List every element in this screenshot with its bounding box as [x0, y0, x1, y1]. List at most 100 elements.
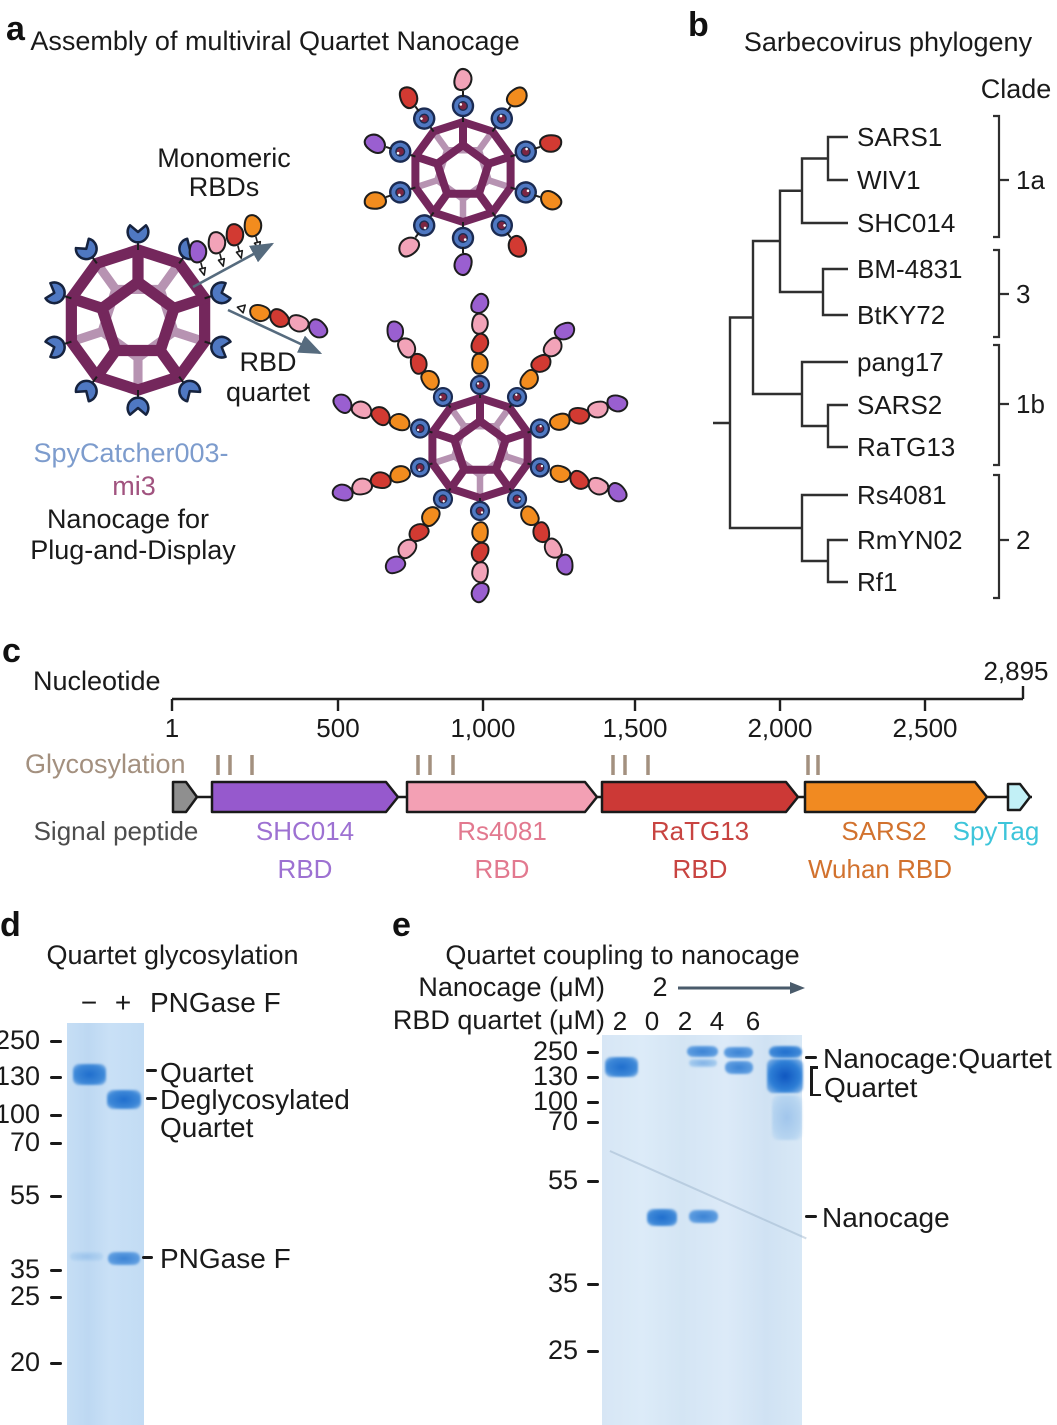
panel-b-phylogeny-tree: Sarbecovirus phylogeny Clade SARS1 WIV1 …: [713, 27, 1052, 600]
gel-e-marker-55: 55: [547, 1165, 578, 1195]
quartet-bracket: [810, 1066, 813, 1096]
clade-header: Clade: [981, 74, 1052, 104]
gel-e-marker-130: 130: [532, 1061, 578, 1091]
gel-e-marker-tick: [587, 1101, 599, 1104]
concentration-gradient-arrow: [678, 982, 805, 994]
lane-value-1: 2: [612, 1006, 628, 1036]
rs4081-label-line2: RBD: [475, 854, 530, 884]
lane3-nanocage-band: [689, 1210, 718, 1223]
spycatcher003-label: SpyCatcher003-: [33, 438, 228, 468]
quartet-bracket-bottom-arm: [810, 1093, 821, 1096]
gel-e-marker-tick: [587, 1076, 599, 1079]
gel-d-marker-tick: [50, 1142, 62, 1145]
gel-e-marker-tick: [587, 1121, 599, 1124]
monomeric-rbds-label-line2: RBDs: [189, 172, 260, 202]
leaf-wiv1: WIV1: [857, 165, 921, 195]
gel-d-marker-25: 25: [9, 1281, 40, 1311]
plug-and-display-label: Plug-and-Display: [30, 535, 236, 565]
leaf-rmyn02: RmYN02: [857, 525, 962, 555]
coupling-gel: [602, 1035, 802, 1425]
nanocage-band-label: Nanocage: [822, 1202, 950, 1233]
leaf-rs4081: Rs4081: [857, 480, 947, 510]
faint-band: [70, 1252, 103, 1261]
spytag-arrow: [1006, 782, 1032, 812]
gel-d-marker-35: 35: [9, 1254, 40, 1284]
quartet-band-tick: [146, 1069, 157, 1072]
tree-branches: [713, 135, 848, 584]
quartet-decorated-nanocage: [328, 292, 632, 604]
lane5-quartet-band: [767, 1059, 803, 1093]
axis-tick-2000: 2,000: [747, 713, 812, 743]
quartet-reaction-arrow: [227, 308, 323, 355]
gel-e-marker-70: 70: [547, 1106, 578, 1136]
leaf-btky72: BtKY72: [857, 300, 945, 330]
nanocage-quartet-band-tick: [805, 1056, 817, 1059]
gel-d-marker-tick: [50, 1076, 62, 1079]
lane3-nanocage-quartet-band: [687, 1046, 718, 1057]
pngase-band-label: PNGase F: [160, 1243, 291, 1274]
gel-e-marker-100: 100: [532, 1086, 578, 1116]
shc014-rbd-arrow: [210, 780, 400, 814]
lane1-quartet-band: [605, 1057, 638, 1077]
leaf-bm4831: BM-4831: [857, 254, 963, 284]
clade-1b-label: 1b: [1016, 389, 1045, 419]
gel-d-marker-250: 250: [0, 1025, 40, 1055]
quartet-band-label: Quartet: [160, 1057, 254, 1088]
gel-d-marker-tick: [50, 1362, 62, 1365]
lane-value-4: 4: [709, 1006, 725, 1036]
lane5-nanocage-quartet-band: [769, 1046, 802, 1058]
ratg13-label-line2: RBD: [673, 854, 728, 884]
panel-b-letter: b: [688, 6, 709, 44]
gel-d-marker-tick: [50, 1114, 62, 1117]
axis-tick-1500: 1,500: [602, 713, 667, 743]
rs4081-rbd-arrow: [405, 780, 599, 814]
pngase-minus-header: −: [80, 987, 98, 1018]
spytag-label: SpyTag: [953, 816, 1040, 846]
gel-e-marker-25: 25: [547, 1335, 578, 1365]
nanocage-concentration-value: 2: [652, 972, 668, 1002]
pngase-band-tick: [142, 1256, 153, 1259]
leaf-sars2: SARS2: [857, 390, 942, 420]
panel-a-title: Assembly of multiviral Quartet Nanocage: [30, 26, 519, 56]
shc014-label-line1: SHC014: [256, 816, 354, 846]
leaf-rf1: Rf1: [857, 567, 897, 597]
deglycosylated-band-tick: [146, 1097, 157, 1100]
lane-value-2: 0: [644, 1006, 660, 1036]
panel-b-title: Sarbecovirus phylogeny: [744, 27, 1033, 57]
gel-d-marker-70: 70: [9, 1127, 40, 1157]
gel-e-marker-35: 35: [547, 1268, 578, 1298]
sars2-rbd-arrow: [803, 780, 989, 814]
gel-e-marker-250: 250: [532, 1036, 578, 1066]
free-rbd-quartet: [236, 297, 332, 342]
nucleotide-axis: [170, 686, 1025, 711]
panel-a-assembly-diagram: Assembly of multiviral Quartet Nanocage: [30, 26, 660, 632]
monomer-decorated-nanocage: [362, 69, 564, 275]
panel-c-gene-map: Nucleotide 2,895 1 500 1,000 1,500 2,000…: [25, 656, 1049, 884]
leaf-pang17: pang17: [857, 347, 944, 377]
rbd-quartet-label-line1: RBD: [239, 347, 296, 377]
sars2-label-line1: SARS2: [841, 816, 926, 846]
gel-d-marker-55: 55: [9, 1180, 40, 1210]
signal-peptide-arrow: [171, 780, 199, 814]
gel-e-marker-tick: [587, 1350, 599, 1353]
deglycosylated-quartet-band: [107, 1090, 141, 1109]
sars2-label-line2: Wuhan RBD: [808, 854, 952, 884]
quartet-band: [73, 1064, 106, 1085]
gel-e-marker-tick: [587, 1180, 599, 1183]
pngase-enzyme-header: PNGase F: [150, 987, 281, 1018]
gel-d-marker-20: 20: [9, 1347, 40, 1377]
lane4-quartet-band: [725, 1061, 753, 1074]
leaf-ratg13: RaTG13: [857, 432, 955, 462]
nanocage-quartet-band-label: Nanocage:Quartet: [823, 1043, 1052, 1074]
lane2-nanocage-band: [647, 1209, 677, 1226]
clade-3-label: 3: [1016, 279, 1030, 309]
lane5-smear: [772, 1095, 802, 1140]
gel-d-marker-tick: [50, 1040, 62, 1043]
axis-tick-2500: 2,500: [892, 713, 957, 743]
nucleotide-axis-label: Nucleotide: [33, 666, 161, 696]
lane3-quartet-band: [689, 1059, 717, 1067]
monomeric-rbds-label-line1: Monomeric: [157, 143, 291, 173]
glycosylation-label: Glycosylation: [25, 749, 186, 779]
monomer-reaction-arrow: [192, 242, 275, 289]
